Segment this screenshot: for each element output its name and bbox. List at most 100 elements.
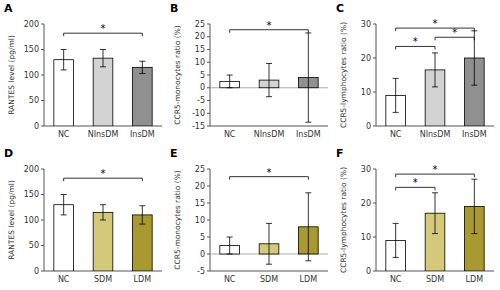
y-tick-label: 20 bbox=[361, 199, 371, 208]
y-tick-label: 20 bbox=[195, 182, 205, 191]
x-tick-label: NC bbox=[390, 275, 402, 284]
y-tick-label: 50 bbox=[29, 241, 39, 250]
y-tick-label: 10 bbox=[195, 216, 205, 225]
y-label: RANTES level (pg/ml) bbox=[7, 35, 16, 115]
y-label: CCR5-monocytes ratio (%) bbox=[173, 170, 182, 270]
panel: B CCR5-monocytes ratio (%) -15 -10 -5 0 5 10 15 2… bbox=[170, 2, 328, 139]
y-label: CCR5-lymphocytes ratio (%) bbox=[339, 22, 348, 128]
y-tick-label: 10 bbox=[361, 88, 371, 97]
y-tick-label: 25 bbox=[195, 20, 205, 29]
y-tick-label: 5 bbox=[200, 71, 205, 80]
y-axis bbox=[376, 24, 377, 126]
y-axis bbox=[44, 169, 45, 271]
bar bbox=[133, 67, 153, 126]
y-tick-label: 0 bbox=[366, 267, 371, 276]
error-bar bbox=[471, 179, 477, 233]
figure: ARANTES level (pg/ml)050100150200NCNInsD… bbox=[0, 0, 500, 290]
marks bbox=[54, 50, 152, 127]
x-tick-label: SDM bbox=[260, 275, 278, 284]
x-tick-label: LDM bbox=[466, 275, 484, 284]
error-bar bbox=[227, 237, 233, 254]
y-tick-label: 200 bbox=[24, 165, 39, 174]
panel-label: B bbox=[170, 2, 178, 15]
y-tick-label: -10 bbox=[192, 109, 205, 118]
x-tick-label: NInsDM bbox=[88, 130, 119, 139]
y-axis bbox=[376, 169, 377, 271]
y-tick-label: 15 bbox=[195, 199, 205, 208]
y-label: RANTES level (pg/ml) bbox=[7, 180, 16, 260]
y-tick-label: 150 bbox=[24, 190, 39, 199]
bar bbox=[93, 212, 113, 271]
y-tick-label: 100 bbox=[24, 216, 39, 225]
panel-label: C bbox=[336, 2, 344, 15]
y-tick-label: 10 bbox=[361, 233, 371, 242]
y-tick-label: 100 bbox=[24, 71, 39, 80]
sig-label: * bbox=[267, 167, 272, 178]
y-tick-label: 0 bbox=[34, 122, 39, 131]
y-tick-label: 5 bbox=[200, 233, 205, 242]
y-tick-label: 10 bbox=[195, 58, 205, 67]
marks bbox=[54, 195, 152, 272]
x-tick-label: NC bbox=[58, 275, 70, 284]
y-tick-label: 0 bbox=[200, 83, 205, 92]
y-axis bbox=[44, 24, 45, 126]
y-tick-label: 20 bbox=[195, 32, 205, 41]
y-tick-label: 25 bbox=[195, 165, 205, 174]
sig-label: * bbox=[101, 23, 106, 34]
y-tick-label: -15 bbox=[192, 122, 205, 131]
x-axis bbox=[210, 126, 328, 127]
error-bar bbox=[266, 223, 272, 264]
y-tick-label: 200 bbox=[24, 20, 39, 29]
x-tick-label: NInsDM bbox=[254, 130, 285, 139]
marks bbox=[386, 179, 484, 271]
y-tick-label: 50 bbox=[29, 96, 39, 105]
error-bar bbox=[305, 193, 311, 261]
y-label: CCR5-monocytes ratio (%) bbox=[173, 25, 182, 125]
error-bar bbox=[266, 64, 272, 97]
error-bar bbox=[139, 61, 145, 73]
x-tick-label: InsDM bbox=[130, 130, 155, 139]
x-tick-label: SDM bbox=[94, 275, 112, 284]
y-tick-label: 0 bbox=[366, 122, 371, 131]
error-bar bbox=[139, 206, 145, 224]
sig-label: * bbox=[433, 18, 438, 29]
error-bar bbox=[393, 78, 399, 112]
panel-label: F bbox=[336, 147, 344, 160]
y-label: CCR5-lymphocytes ratio (%) bbox=[339, 167, 348, 273]
error-bar bbox=[61, 195, 67, 215]
sig-label: * bbox=[452, 27, 457, 38]
marks bbox=[220, 193, 318, 264]
marks bbox=[220, 33, 318, 122]
x-tick-label: InsDM bbox=[462, 130, 487, 139]
bar bbox=[93, 58, 113, 126]
y-tick-label: 30 bbox=[361, 165, 371, 174]
panel: ECCR5-monocytes ratio (%)-50510152025NCS… bbox=[170, 147, 328, 284]
y-tick-label: 0 bbox=[34, 267, 39, 276]
panel-label: D bbox=[4, 147, 13, 160]
sig-label: * bbox=[267, 20, 272, 31]
y-tick-label: -5 bbox=[197, 96, 205, 105]
sig-label: * bbox=[433, 164, 438, 175]
y-tick-label: 150 bbox=[24, 45, 39, 54]
y-tick-label: 15 bbox=[195, 45, 205, 54]
sig-label: * bbox=[101, 168, 106, 179]
x-tick-label: NC bbox=[224, 130, 236, 139]
x-tick-label: SDM bbox=[426, 275, 444, 284]
error-bar bbox=[393, 223, 399, 257]
panel-label: E bbox=[170, 147, 178, 160]
x-tick-label: LDM bbox=[300, 275, 318, 284]
sig-label: * bbox=[413, 177, 418, 188]
error-bar bbox=[61, 50, 67, 70]
error-bar bbox=[432, 193, 438, 234]
error-bar bbox=[100, 205, 106, 220]
error-bar bbox=[227, 75, 233, 88]
y-tick-label: -5 bbox=[197, 267, 205, 276]
error-bar bbox=[305, 33, 311, 122]
y-axis bbox=[210, 24, 211, 126]
x-axis bbox=[210, 271, 328, 272]
error-bar bbox=[432, 53, 438, 87]
x-tick-label: InsDM bbox=[296, 130, 321, 139]
x-tick-label: NC bbox=[390, 130, 402, 139]
x-tick-label: LDM bbox=[134, 275, 152, 284]
x-tick-label: NInsDM bbox=[420, 130, 451, 139]
